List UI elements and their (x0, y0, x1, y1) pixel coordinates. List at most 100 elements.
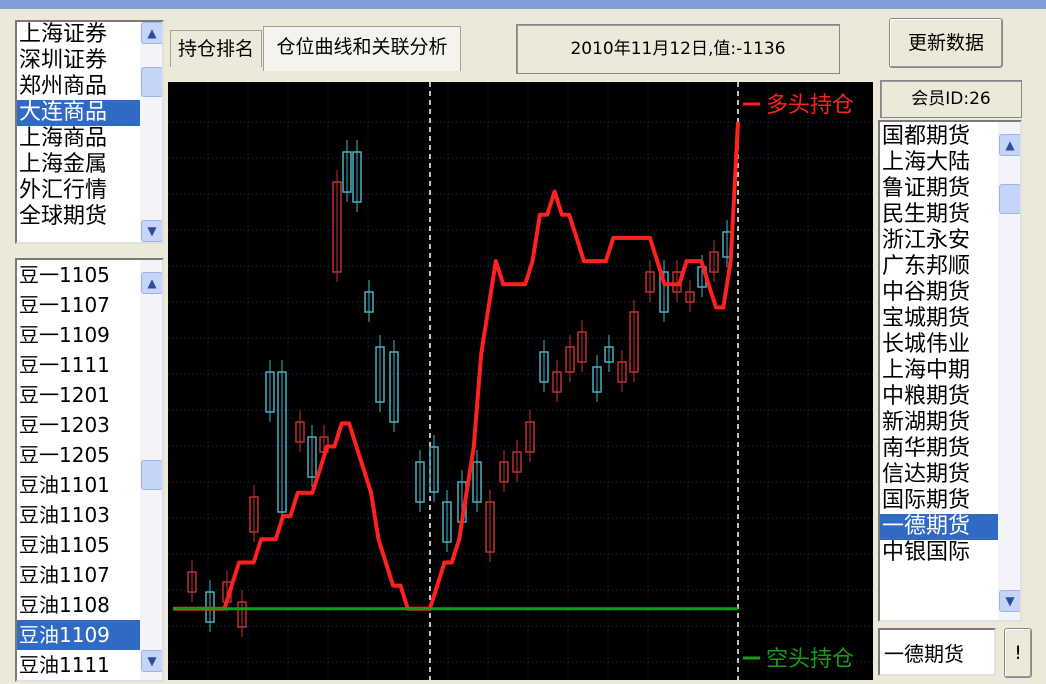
member-list-item[interactable]: 国都期货 (882, 124, 971, 149)
candle-body (265, 371, 275, 413)
candle-body (645, 271, 655, 293)
contract-list-item[interactable]: 豆一1201 (19, 383, 110, 407)
contract-scrollbar[interactable]: ▲ ▼ (140, 260, 162, 680)
candle-body (552, 371, 562, 393)
position-chart: 多头持仓 空头持仓 (168, 82, 873, 680)
contract-list-item[interactable]: 豆一1107 (19, 293, 110, 317)
scroll-up-icon[interactable]: ▲ (141, 22, 162, 44)
contract-list-item[interactable]: 豆一1205 (19, 443, 110, 467)
exchange-scrollbar[interactable]: ▲ ▼ (140, 22, 162, 242)
candle-body (277, 371, 287, 513)
candle-body (249, 496, 259, 533)
contract-list-item[interactable]: 豆油1108 (19, 593, 110, 617)
exchange-list-item[interactable]: 上海证券 (19, 22, 108, 47)
member-list-item[interactable]: 信达期货 (882, 462, 971, 487)
member-list-item[interactable]: 中谷期货 (882, 280, 971, 305)
contract-list-item[interactable]: 豆油1103 (19, 503, 110, 527)
scroll-thumb[interactable] (141, 67, 162, 97)
contract-list-item[interactable]: 豆油1111 (19, 653, 110, 677)
contract-list-item[interactable]: 豆油1109 (17, 620, 162, 650)
exchange-list-item[interactable]: 大连商品 (17, 100, 162, 126)
candle-body (187, 571, 197, 593)
candle-body (237, 601, 247, 628)
candle-body (472, 461, 482, 503)
exchange-list-item[interactable]: 郑州商品 (19, 74, 108, 99)
candle-body (342, 151, 352, 193)
candle-body (709, 251, 719, 273)
member-list-item[interactable]: 新湖期货 (882, 410, 971, 435)
exchange-list-item[interactable]: 全球期货 (19, 204, 108, 229)
scroll-down-icon[interactable]: ▼ (141, 220, 162, 242)
contract-list-item[interactable]: 豆油1101 (19, 473, 110, 497)
candle-body (364, 291, 374, 313)
member-name-field[interactable]: 一德期货 (878, 628, 996, 676)
member-list-item[interactable]: 鲁证期货 (882, 176, 971, 201)
candle-body (352, 151, 362, 203)
contract-list[interactable]: 豆一1105 豆一1107 豆一1109 豆一1111 豆一1201 豆一1203 豆一12… (15, 258, 164, 682)
candle-body (375, 346, 385, 403)
member-list-item[interactable]: 上海中期 (882, 358, 971, 383)
member-list-item[interactable]: 中银国际 (882, 540, 971, 565)
scroll-down-icon[interactable]: ▼ (999, 590, 1020, 612)
candle-body (332, 181, 342, 273)
exchange-list[interactable]: 上海证券 深圳证券 郑州商品 大连商品 上海商品 上海金属 外汇行情 全球期货 ▲ ▼ (15, 20, 164, 244)
member-list-item[interactable]: 广东邦顺 (882, 254, 971, 279)
scroll-thumb[interactable] (141, 460, 162, 490)
contract-list-item[interactable]: 豆油1105 (19, 533, 110, 557)
member-list[interactable]: 国都期货 上海大陆 鲁证期货 民生期货 浙江永安 广东邦顺 中谷期货 宝城期货 长城伟业 上海中期… (878, 120, 1022, 622)
candle-body (685, 291, 695, 303)
tab-position-ranking[interactable]: 持仓排名 (170, 30, 262, 67)
member-list-item[interactable]: 上海大陆 (882, 150, 971, 175)
candle-body (512, 451, 522, 473)
tab-position-curve-analysis[interactable]: 仓位曲线和关联分析 (263, 26, 461, 71)
candle-body (565, 346, 575, 373)
legend-label: 多头持仓 (766, 93, 854, 118)
member-scrollbar[interactable]: ▲ ▼ (998, 122, 1020, 620)
exchange-list-item[interactable]: 上海金属 (19, 152, 108, 177)
contract-list-item[interactable]: 豆油1107 (19, 563, 110, 587)
candle-body (525, 421, 535, 453)
exchange-list-item[interactable]: 深圳证券 (19, 48, 108, 73)
exclaim-button[interactable]: ! (1004, 628, 1032, 678)
member-list-item[interactable]: 一德期货 (880, 514, 1020, 540)
candle-body (307, 436, 317, 478)
candle-body (577, 331, 587, 363)
candle-body (539, 351, 549, 383)
exchange-list-item[interactable]: 外汇行情 (19, 178, 108, 203)
candle-body (415, 461, 425, 503)
candle-body (592, 366, 602, 393)
series-line-long-position (173, 121, 740, 611)
legend-label: 空头持仓 (766, 647, 854, 672)
candle-body (659, 271, 669, 313)
scroll-up-icon[interactable]: ▲ (999, 134, 1020, 156)
candle-body (389, 351, 399, 423)
exchange-list-item[interactable]: 上海商品 (19, 126, 108, 151)
contract-list-item[interactable]: 豆一1203 (19, 413, 110, 437)
member-list-item[interactable]: 南华期货 (882, 436, 971, 461)
contract-list-item[interactable]: 豆一1111 (19, 353, 110, 377)
candle-body (499, 461, 509, 483)
scroll-up-icon[interactable]: ▲ (141, 272, 162, 294)
member-list-item[interactable]: 中粮期货 (882, 384, 971, 409)
candle-body (429, 446, 439, 493)
candle-body (295, 421, 305, 443)
member-id-label: 会员ID:26 (880, 80, 1022, 118)
contract-list-item[interactable]: 豆一1105 (19, 263, 110, 287)
candle-body (629, 311, 639, 373)
member-list-item[interactable]: 宝城期货 (882, 306, 971, 331)
candle-body (442, 501, 452, 543)
scroll-thumb[interactable] (999, 184, 1020, 214)
member-list-item[interactable]: 浙江永安 (882, 228, 971, 253)
candle-body (617, 361, 627, 383)
window-top-bar (0, 0, 1046, 9)
member-list-item[interactable]: 民生期货 (882, 202, 971, 227)
update-data-button[interactable]: 更新数据 (889, 18, 1003, 68)
member-list-item[interactable]: 长城伟业 (882, 332, 971, 357)
scroll-down-icon[interactable]: ▼ (141, 650, 162, 672)
contract-list-item[interactable]: 豆一1109 (19, 323, 110, 347)
status-value-display: 2010年11月12日,值:-1136 (516, 24, 840, 74)
member-list-item[interactable]: 国际期货 (882, 488, 971, 513)
candle-body (604, 346, 614, 363)
candle-body (485, 501, 495, 553)
